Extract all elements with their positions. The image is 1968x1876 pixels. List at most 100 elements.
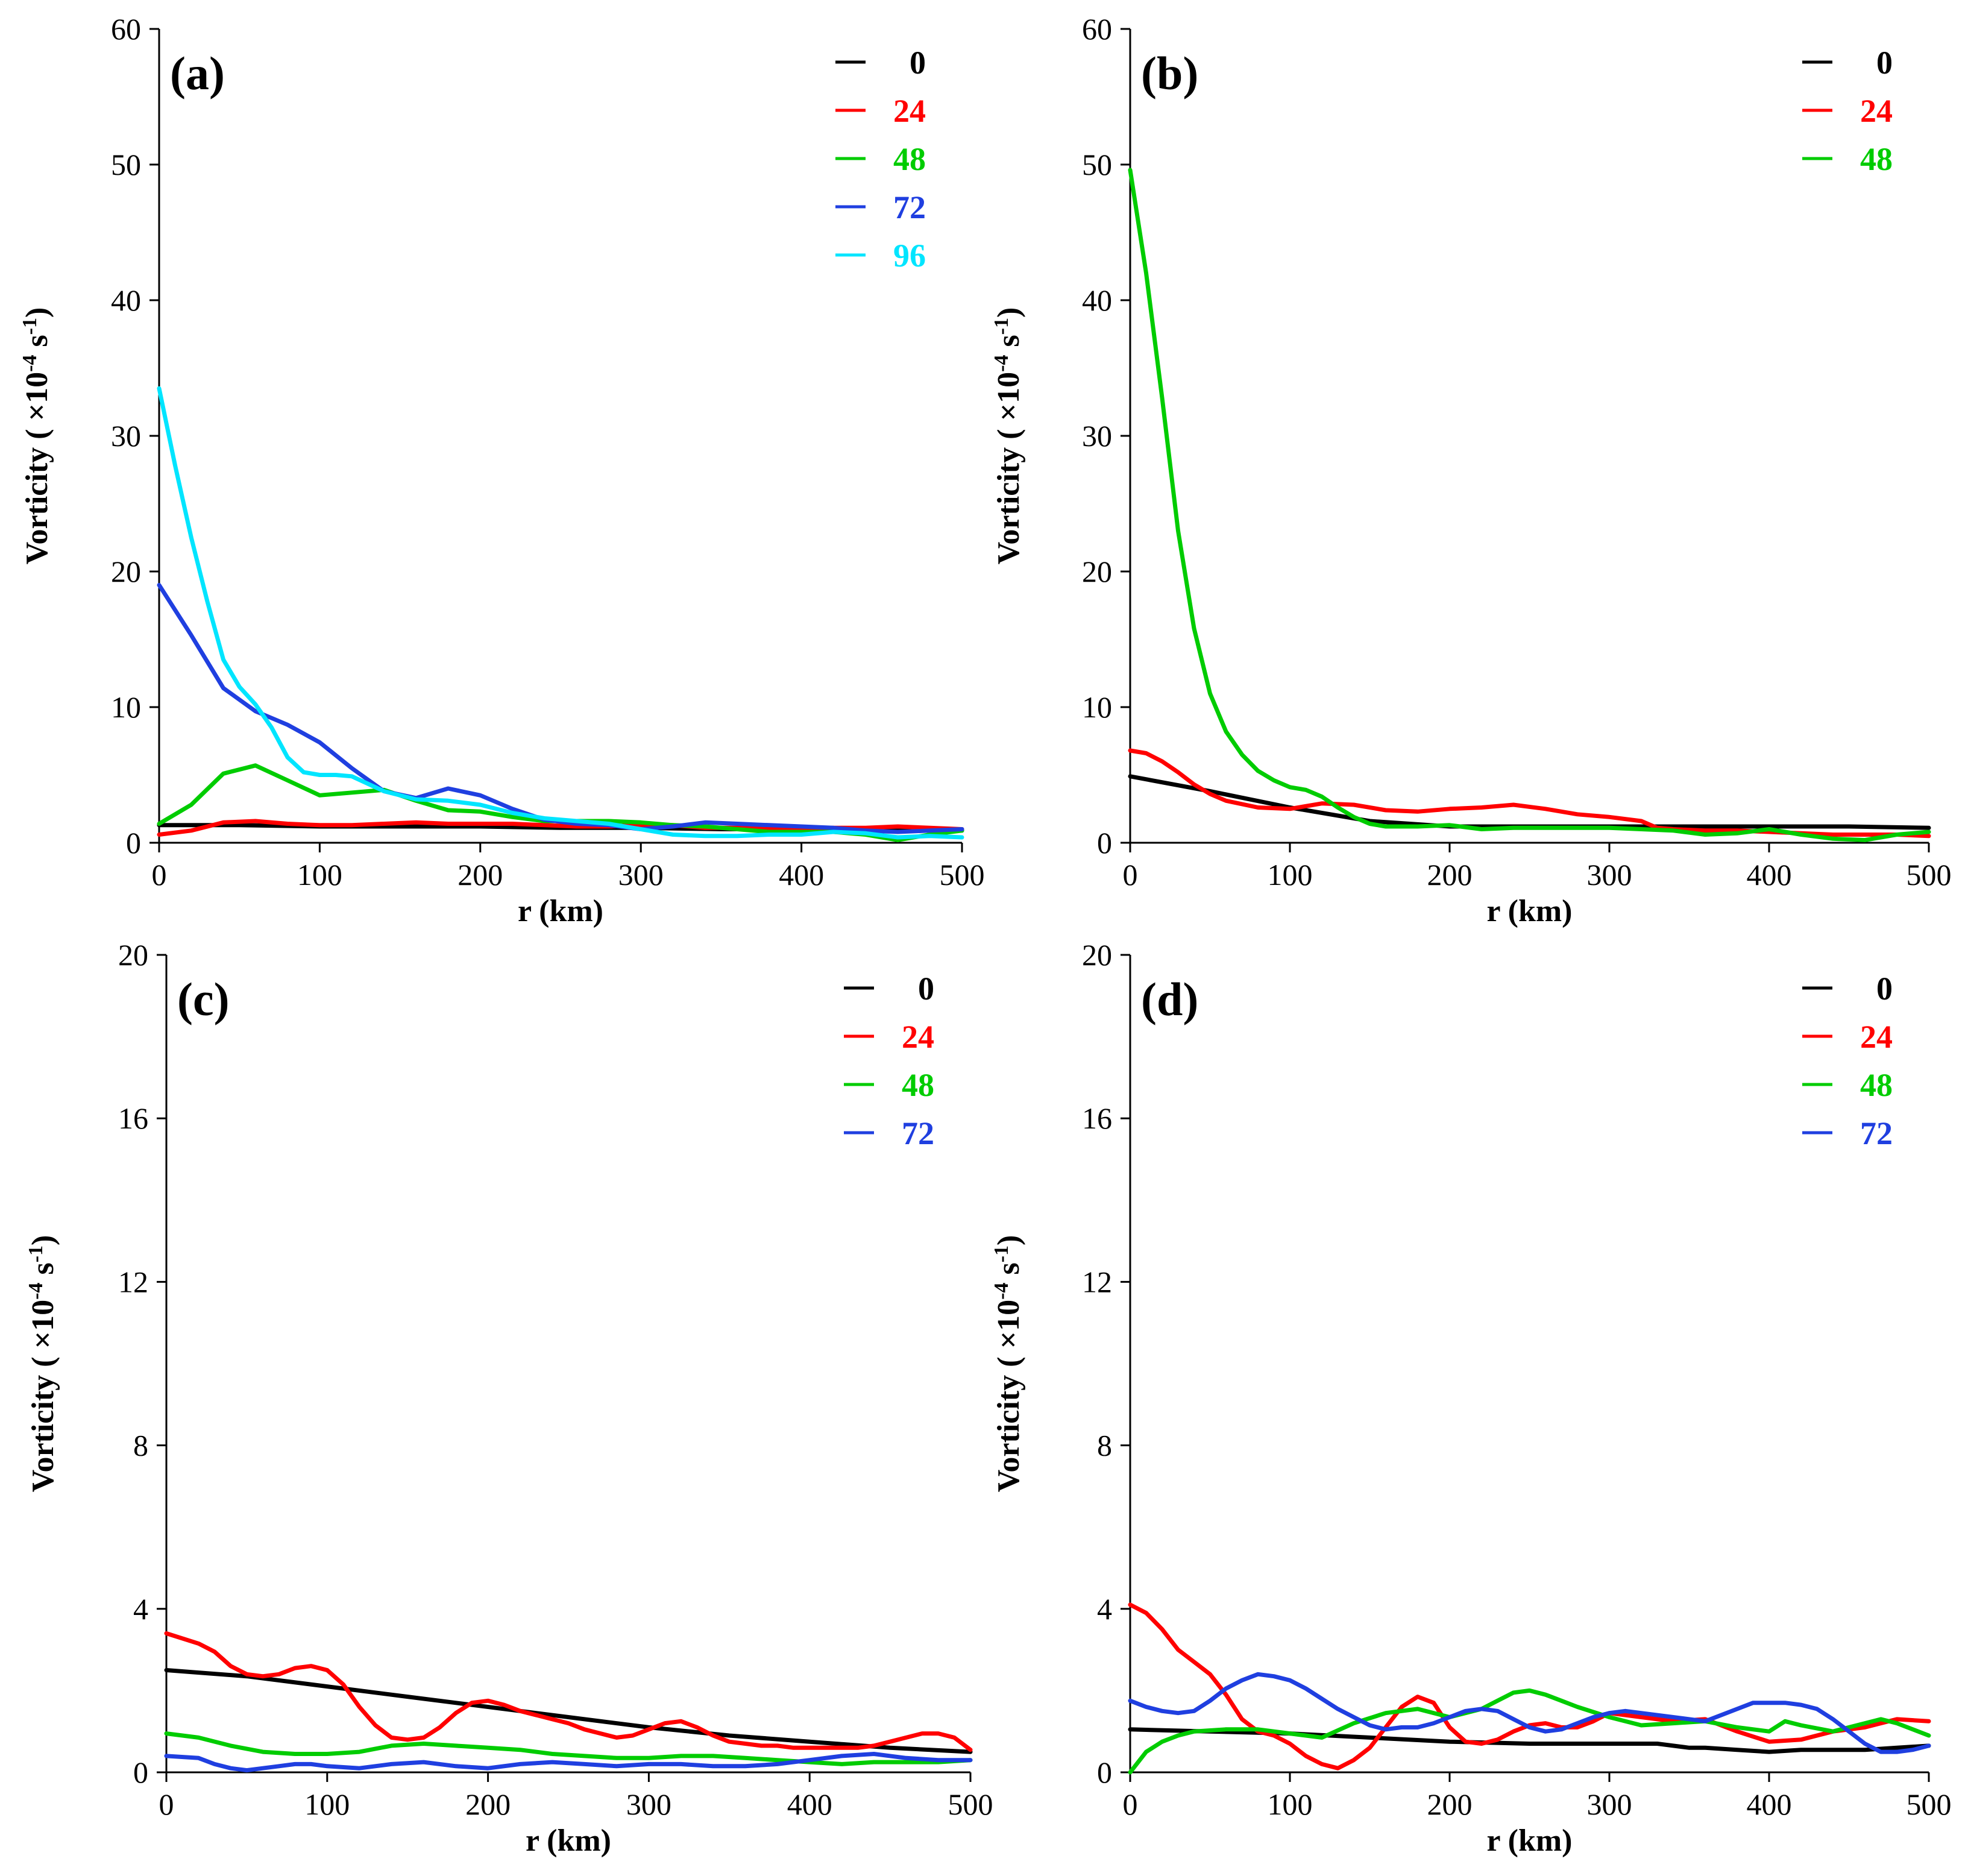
y-axis-title-part: ) [26,1235,60,1245]
y-axis-title-superscript: -4 [990,355,1013,372]
y-tick-label: 0 [133,1755,148,1789]
legend-label-48: 48 [1860,1067,1893,1103]
y-tick-label: 10 [111,690,141,724]
y-tick-label: 20 [118,938,148,972]
y-tick-label: 16 [1082,1101,1112,1135]
x-tick-label: 300 [1587,858,1632,892]
y-axis-title-part: ×10 [992,1300,1026,1349]
y-tick-label: 8 [133,1429,148,1462]
y-tick-label: 12 [118,1265,148,1298]
y-axis-title-part: ) [20,307,54,318]
y-tick-label: 60 [111,12,141,46]
legend-label-48: 48 [893,141,926,177]
x-tick-label: 400 [1747,1787,1792,1821]
y-axis-title-part: s [26,1262,60,1282]
x-tick-label: 500 [948,1787,993,1821]
y-axis-title-part: ) [992,1235,1026,1245]
x-tick-label: 100 [297,858,342,892]
y-axis-title: Vorticity ( ×10-4 s-1) [25,1235,61,1493]
series-line-48 [1128,1688,1931,1775]
y-axis-title-part: ×10 [20,372,54,421]
panel-label: (d) [1141,973,1198,1025]
y-tick-label: 50 [111,148,141,181]
y-tick-label: 20 [1082,555,1112,588]
series-line-72 [1128,1672,1931,1754]
x-tick-label: 300 [1587,1787,1632,1821]
legend-label-24: 24 [1860,93,1893,129]
x-tick-label: 200 [1427,858,1473,892]
x-axis-title: r (km) [518,894,603,928]
legend-label-24: 24 [893,93,926,129]
y-axis-title-part: s [992,1262,1026,1282]
y-tick-label: 10 [1082,690,1112,724]
x-tick-label: 200 [465,1787,511,1821]
series-line-48 [164,1731,973,1766]
series-line-72 [157,583,964,834]
panel-b: 0 10 20 30 40 50 60 0 100 200 300 400 500 r (km) Vorti… [990,12,1952,928]
panel-label: (a) [170,47,225,99]
y-tick-label: 30 [1082,419,1112,453]
x-tick-label: 100 [1268,1787,1313,1821]
y-axis-title-part: Vorticity ( [20,421,54,565]
y-tick-label: 50 [1082,148,1112,181]
legend-label-0: 0 [1876,971,1893,1007]
y-axis-title-part: s [992,335,1026,354]
x-tick-label: 100 [1268,858,1313,892]
legend-label-48: 48 [1860,141,1893,177]
y-axis-title-part: ) [992,307,1026,318]
y-axis-title: Vorticity ( ×10-4 s-1) [19,307,55,565]
y-axis-title-superscript: -1 [19,318,41,335]
y-axis-title-part: Vorticity ( [992,1349,1026,1493]
x-axis-title: r (km) [1486,894,1572,928]
y-tick-label: 60 [1082,12,1112,46]
legend-label-96: 96 [893,238,926,274]
y-tick-label: 20 [1082,938,1112,972]
legend-label-24: 24 [1860,1019,1893,1055]
x-tick-label: 0 [1123,1787,1138,1821]
x-tick-label: 400 [779,858,824,892]
y-axis-title-superscript: -1 [990,1245,1013,1262]
x-tick-label: 300 [626,1787,671,1821]
legend-label-72: 72 [902,1115,934,1151]
y-axis-title-part: ×10 [26,1300,60,1349]
y-axis-title-superscript: -1 [990,318,1013,335]
x-tick-label: 500 [1907,858,1952,892]
y-axis-title-superscript: -4 [25,1283,47,1300]
y-tick-label: 12 [1082,1265,1112,1298]
x-tick-label: 300 [618,858,664,892]
y-tick-label: 30 [111,419,141,453]
y-axis-title-part: s [20,335,54,354]
y-axis-title-part: Vorticity ( [992,421,1026,565]
x-axis-title: r (km) [1486,1824,1572,1858]
y-tick-label: 4 [1097,1592,1112,1626]
x-tick-label: 0 [152,858,167,892]
panel-label: (b) [1141,47,1198,99]
series-line-0 [1128,774,1931,830]
x-tick-label: 500 [1907,1787,1952,1821]
x-tick-label: 100 [304,1787,350,1821]
y-tick-label: 0 [126,826,141,860]
x-tick-label: 400 [787,1787,832,1821]
y-tick-label: 20 [111,555,141,588]
legend-label-0: 0 [1876,45,1893,81]
legend-label-72: 72 [1860,1115,1893,1151]
series-line-72 [164,1752,973,1773]
panel-label: (c) [177,973,230,1025]
y-tick-label: 8 [1097,1429,1112,1462]
x-tick-label: 500 [940,858,985,892]
legend-label-24: 24 [902,1019,934,1055]
x-tick-label: 200 [457,858,503,892]
y-tick-label: 16 [118,1101,148,1135]
series-line-24 [164,1631,973,1752]
legend-label-72: 72 [893,189,926,225]
series-line-96 [157,386,964,840]
series-line-0 [1128,1727,1931,1754]
y-axis-title-superscript: -4 [19,355,41,372]
x-tick-label: 0 [1123,858,1138,892]
x-tick-label: 0 [159,1787,174,1821]
y-tick-label: 0 [1097,1755,1112,1789]
y-tick-label: 0 [1097,826,1112,860]
